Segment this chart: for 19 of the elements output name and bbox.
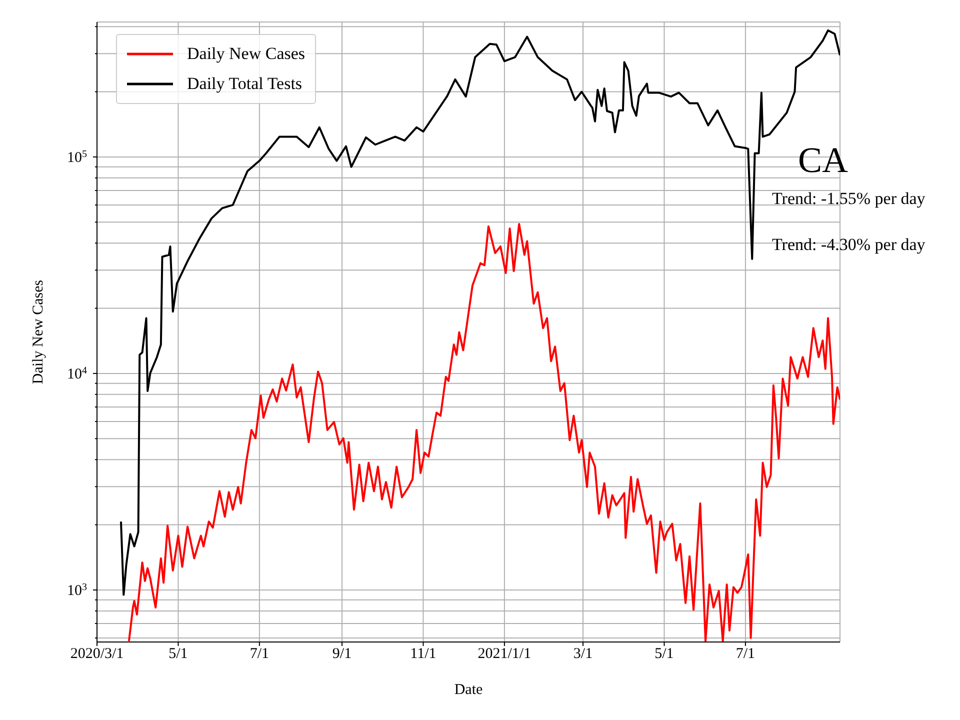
annotation: CA bbox=[798, 140, 848, 180]
annotation: Trend: -1.55% per day bbox=[772, 189, 926, 208]
x-tick-label: 2020/3/1 bbox=[70, 646, 124, 662]
x-tick-label: 7/1 bbox=[250, 646, 270, 662]
legend-label: Daily New Cases bbox=[187, 43, 306, 65]
x-axis-title: Date bbox=[454, 682, 483, 698]
legend-label: Daily Total Tests bbox=[187, 73, 302, 95]
y-tick-label: 10$^{3}$ bbox=[67, 582, 87, 600]
x-tick-label: 7/1 bbox=[736, 646, 756, 662]
x-tick-label: 5/1 bbox=[168, 646, 188, 662]
y-tick-label: 10$^{5}$ bbox=[67, 148, 87, 166]
y-tick-label: 10$^{4}$ bbox=[67, 365, 87, 383]
x-tick-label: 9/1 bbox=[332, 646, 352, 662]
annotation: Trend: -4.30% per day bbox=[772, 235, 926, 254]
x-tick-label: 2021/1/1 bbox=[478, 646, 532, 662]
x-tick-label: 3/1 bbox=[573, 646, 593, 662]
x-tick-label: 5/1 bbox=[654, 646, 674, 662]
y-axis-title: Daily New Cases bbox=[30, 280, 46, 384]
x-tick-label: 11/1 bbox=[410, 646, 436, 662]
